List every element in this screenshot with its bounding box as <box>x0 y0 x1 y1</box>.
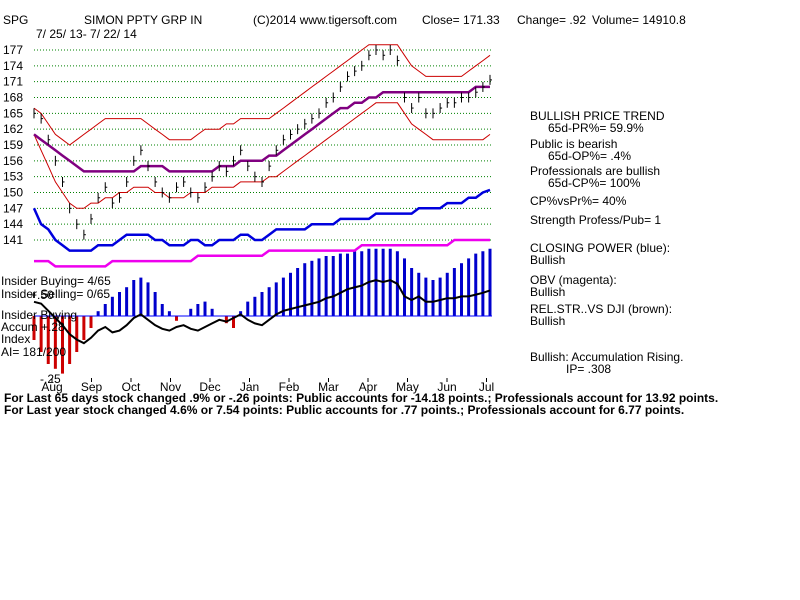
signal-text: Public is bearish <box>530 137 617 151</box>
footer-65days: For Last 65 days stock changed .9% or -.… <box>4 391 718 405</box>
y-tick-label: 168 <box>3 91 23 105</box>
insider-buying-label: Insider Buying <box>1 308 77 322</box>
footer-year: For Last year stock changed 4.6% or 7.54… <box>4 403 684 417</box>
copyright: (C)2014 www.tigersoft.com <box>253 13 397 27</box>
rel-strength-line <box>33 279 491 345</box>
price-grid <box>34 49 492 241</box>
upper-band-line <box>33 44 491 146</box>
x-tick-label: Oct <box>122 380 141 394</box>
y-tick-label: 171 <box>3 75 23 89</box>
close-value: Close= 171.33 <box>422 13 500 27</box>
signal-text: 65d-CP%= 100% <box>548 176 641 190</box>
closing-power-line <box>32 188 491 252</box>
signal-text: BULLISH PRICE TREND <box>530 109 665 123</box>
x-tick-label: May <box>396 380 419 394</box>
signal-text: IP= .308 <box>566 362 611 376</box>
signal-text: 65d-OP%= .4% <box>548 149 631 163</box>
signal-text: Bullish <box>530 314 565 328</box>
accum-value: Accum +.28 <box>1 320 65 334</box>
insider-selling-count: Insider Selling= 0/65 <box>1 287 110 301</box>
accum-upper-label: +.50 <box>30 288 54 302</box>
x-tick-label: Aug <box>41 380 62 394</box>
y-tick-label: 162 <box>3 122 23 136</box>
change-value: Change= .92 <box>517 13 586 27</box>
x-axis-ticks: Aug Sep Oct Nov Dec Jan Feb Mar Apr May Jun Jul <box>41 378 494 394</box>
volume-value: Volume= 14910.8 <box>592 13 686 27</box>
signal-text: OBV (magenta): <box>530 273 617 287</box>
signal-text: Bullish <box>530 285 565 299</box>
y-tick-label: 174 <box>3 59 23 73</box>
y-tick-label: 156 <box>3 154 23 168</box>
x-tick-label: Jul <box>479 380 494 394</box>
ai-score: AI= 181/200 <box>1 345 66 359</box>
signal-text: REL.STR..VS DJI (brown): <box>530 302 672 316</box>
y-tick-label: 159 <box>3 138 23 152</box>
signal-text: Bullish <box>530 253 565 267</box>
insider-buying-count: Insider Buying= 4/65 <box>1 274 111 288</box>
date-range: 7/ 25/ 13- 7/ 22/ 14 <box>36 27 137 41</box>
x-tick-label: Sep <box>81 380 103 394</box>
signal-text: Strength Profess/Pub= 1 <box>530 213 661 227</box>
x-tick-label: Jan <box>240 380 259 394</box>
x-tick-label: Mar <box>318 380 339 394</box>
index-label: Index <box>1 332 30 346</box>
y-tick-label: 147 <box>3 201 23 215</box>
x-tick-label: Feb <box>279 380 300 394</box>
x-tick-label: Jun <box>437 380 456 394</box>
accum-lower-label: -.25 <box>40 372 61 386</box>
chart-series <box>32 44 492 345</box>
y-tick-label: 141 <box>3 233 23 247</box>
ticker-label: SPG <box>3 13 28 27</box>
signal-text: Professionals are bullish <box>530 164 660 178</box>
signal-text: Bullish: Accumulation Rising. <box>530 350 683 364</box>
signal-text: 65d-PR%= 59.9% <box>548 121 644 135</box>
signal-text: CLOSING POWER (blue): <box>530 241 670 255</box>
signal-text: CP%vsPr%= 40% <box>530 194 627 208</box>
y-tick-label: 144 <box>3 217 23 231</box>
x-tick-label: Nov <box>160 380 181 394</box>
y-tick-label: 165 <box>3 106 23 120</box>
obv-line <box>34 238 490 268</box>
y-tick-label: 177 <box>3 43 23 57</box>
y-tick-label: 150 <box>3 186 23 200</box>
moving-average-line <box>33 85 490 173</box>
x-tick-label: Apr <box>359 380 378 394</box>
company-name: SIMON PPTY GRP IN <box>84 13 202 27</box>
y-tick-label: 153 <box>3 170 23 184</box>
x-tick-label: Dec <box>199 380 220 394</box>
